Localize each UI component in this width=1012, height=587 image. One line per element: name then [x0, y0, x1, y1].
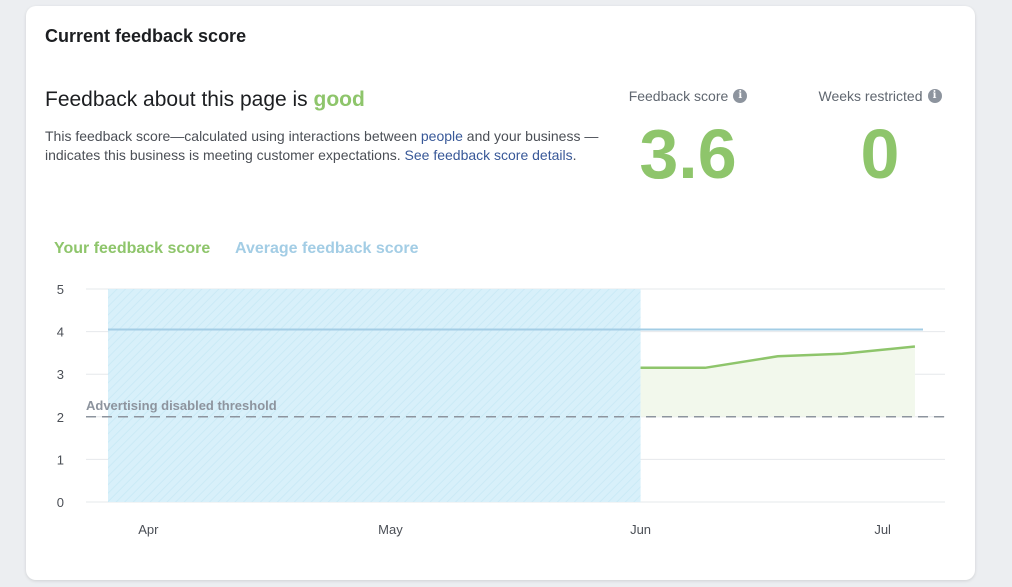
headline-prefix: Feedback about this page is — [45, 88, 314, 111]
feedback-score-metric: Feedback score i 3.6 — [608, 88, 768, 194]
info-icon[interactable]: i — [927, 89, 942, 103]
y-tick-label: 0 — [57, 495, 64, 510]
x-tick-label: May — [378, 522, 403, 537]
weeks-restricted-metric: Weeks restricted i 0 — [800, 88, 960, 194]
no-data-region-rect — [108, 289, 641, 502]
legend-average-feedback-score[interactable]: Average feedback score — [235, 240, 419, 257]
feedback-headline: Feedback about this page is good — [45, 88, 365, 112]
desc-text-2: and your business —indicates this busine… — [45, 128, 599, 163]
weeks-restricted-label: Weeks restricted — [818, 88, 923, 104]
feedback-score-label-row: Feedback score i — [629, 88, 748, 104]
your-score-area-fill — [640, 346, 915, 417]
feedback-score-chart: Advertising disabled threshold 0 1 2 3 4 5 Ap… — [57, 282, 945, 537]
x-tick-label: Jun — [630, 522, 651, 537]
threshold-line: Advertising disabled threshold — [86, 398, 945, 418]
feedback-description: This feedback score—calculated using int… — [45, 127, 605, 165]
y-tick-label: 2 — [57, 410, 64, 425]
y-tick-label: 5 — [57, 282, 64, 297]
feedback-score-value: 3.6 — [639, 115, 737, 193]
feedback-score-card: Current feedback score Feedback about th… — [26, 6, 975, 580]
threshold-label: Advertising disabled threshold — [86, 398, 277, 413]
desc-text-3: . — [572, 147, 577, 163]
your-score-area — [640, 346, 915, 417]
desc-text-1: This feedback score—calculated using int… — [45, 128, 421, 144]
y-tick-label: 3 — [57, 367, 64, 382]
card-title: Current feedback score — [45, 26, 247, 46]
y-axis: 0 1 2 3 4 5 — [57, 282, 64, 510]
your-score-line — [640, 345, 916, 370]
y-tick-label: 4 — [57, 325, 64, 340]
restricted-region — [108, 289, 641, 502]
x-axis: Apr May Jun Jul — [138, 522, 891, 537]
see-feedback-score-details-link[interactable]: See feedback score details — [404, 147, 573, 163]
x-tick-label: Apr — [138, 522, 159, 537]
feedback-score-label: Feedback score — [628, 88, 729, 104]
weeks-restricted-label-row: Weeks restricted i — [819, 88, 942, 104]
weeks-restricted-value: 0 — [860, 115, 900, 193]
y-tick-label: 1 — [57, 452, 64, 467]
x-tick-label: Jul — [874, 522, 891, 537]
legend-your-feedback-score[interactable]: Your feedback score — [54, 240, 211, 257]
headline-status: good — [313, 88, 365, 111]
info-icon[interactable]: i — [733, 89, 748, 103]
people-link[interactable]: people — [420, 128, 463, 144]
